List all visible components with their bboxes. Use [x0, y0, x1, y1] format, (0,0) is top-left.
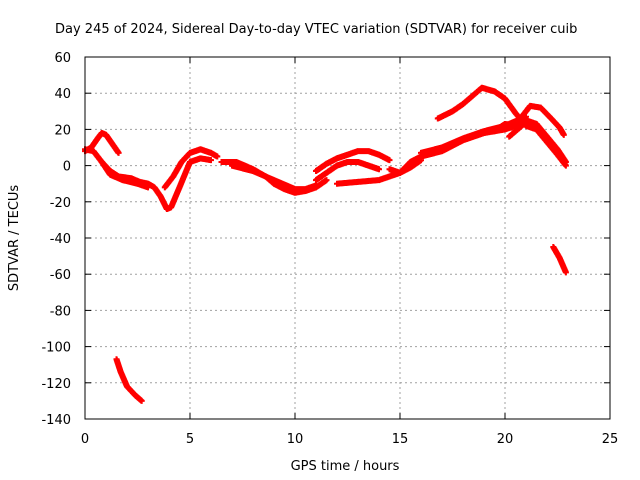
series-markers	[506, 119, 529, 140]
series-markers	[229, 162, 319, 193]
data-series	[82, 84, 569, 404]
series-markers	[161, 146, 221, 191]
x-tick-label: 5	[186, 432, 194, 447]
series-arc-8	[313, 158, 382, 184]
chart-title: Day 245 of 2024, Sidereal Day-to-day VTE…	[55, 22, 577, 37]
y-tick-label: -100	[41, 341, 71, 356]
y-tick-label: 40	[54, 87, 71, 102]
series-arc-3	[98, 155, 214, 213]
plot-frame	[84, 56, 611, 420]
series-arc-4	[161, 146, 221, 191]
y-tick-label: 0	[63, 160, 71, 175]
series-markers	[113, 356, 145, 404]
series-arc-6	[229, 162, 319, 193]
series-markers	[313, 148, 393, 175]
y-tick-label: 20	[54, 123, 71, 138]
y-tick-label: -120	[41, 377, 71, 392]
y-tick-label: -20	[50, 196, 71, 211]
series-arc-15	[506, 119, 529, 140]
series-arc-16	[550, 244, 569, 276]
series-markers	[434, 84, 569, 169]
y-axis-label: SDTVAR / TECUs	[7, 185, 22, 292]
y-tick-label: -40	[50, 232, 71, 247]
x-tick-label: 0	[81, 432, 89, 447]
series-arc-7	[313, 148, 393, 175]
y-tick-label: -140	[41, 413, 71, 428]
x-axis-label: GPS time / hours	[291, 459, 400, 474]
series-arc-12	[434, 84, 569, 169]
x-tick-label: 25	[602, 432, 619, 447]
x-tick-label: 20	[497, 432, 514, 447]
x-tick-label: 15	[392, 432, 409, 447]
series-markers	[313, 158, 382, 184]
axis-ticks: 0 5 10 15 20 25 -140 -120 -100 -80 -60 -40 -20 0 20 40 6…	[41, 51, 618, 447]
y-tick-label: -80	[50, 304, 71, 319]
y-tick-label: -60	[50, 268, 71, 283]
x-tick-label: 10	[287, 432, 304, 447]
grid	[85, 57, 610, 419]
series-markers	[550, 244, 569, 276]
series-markers	[98, 155, 214, 213]
series-arc-17	[113, 356, 145, 404]
y-tick-label: 60	[54, 51, 71, 66]
